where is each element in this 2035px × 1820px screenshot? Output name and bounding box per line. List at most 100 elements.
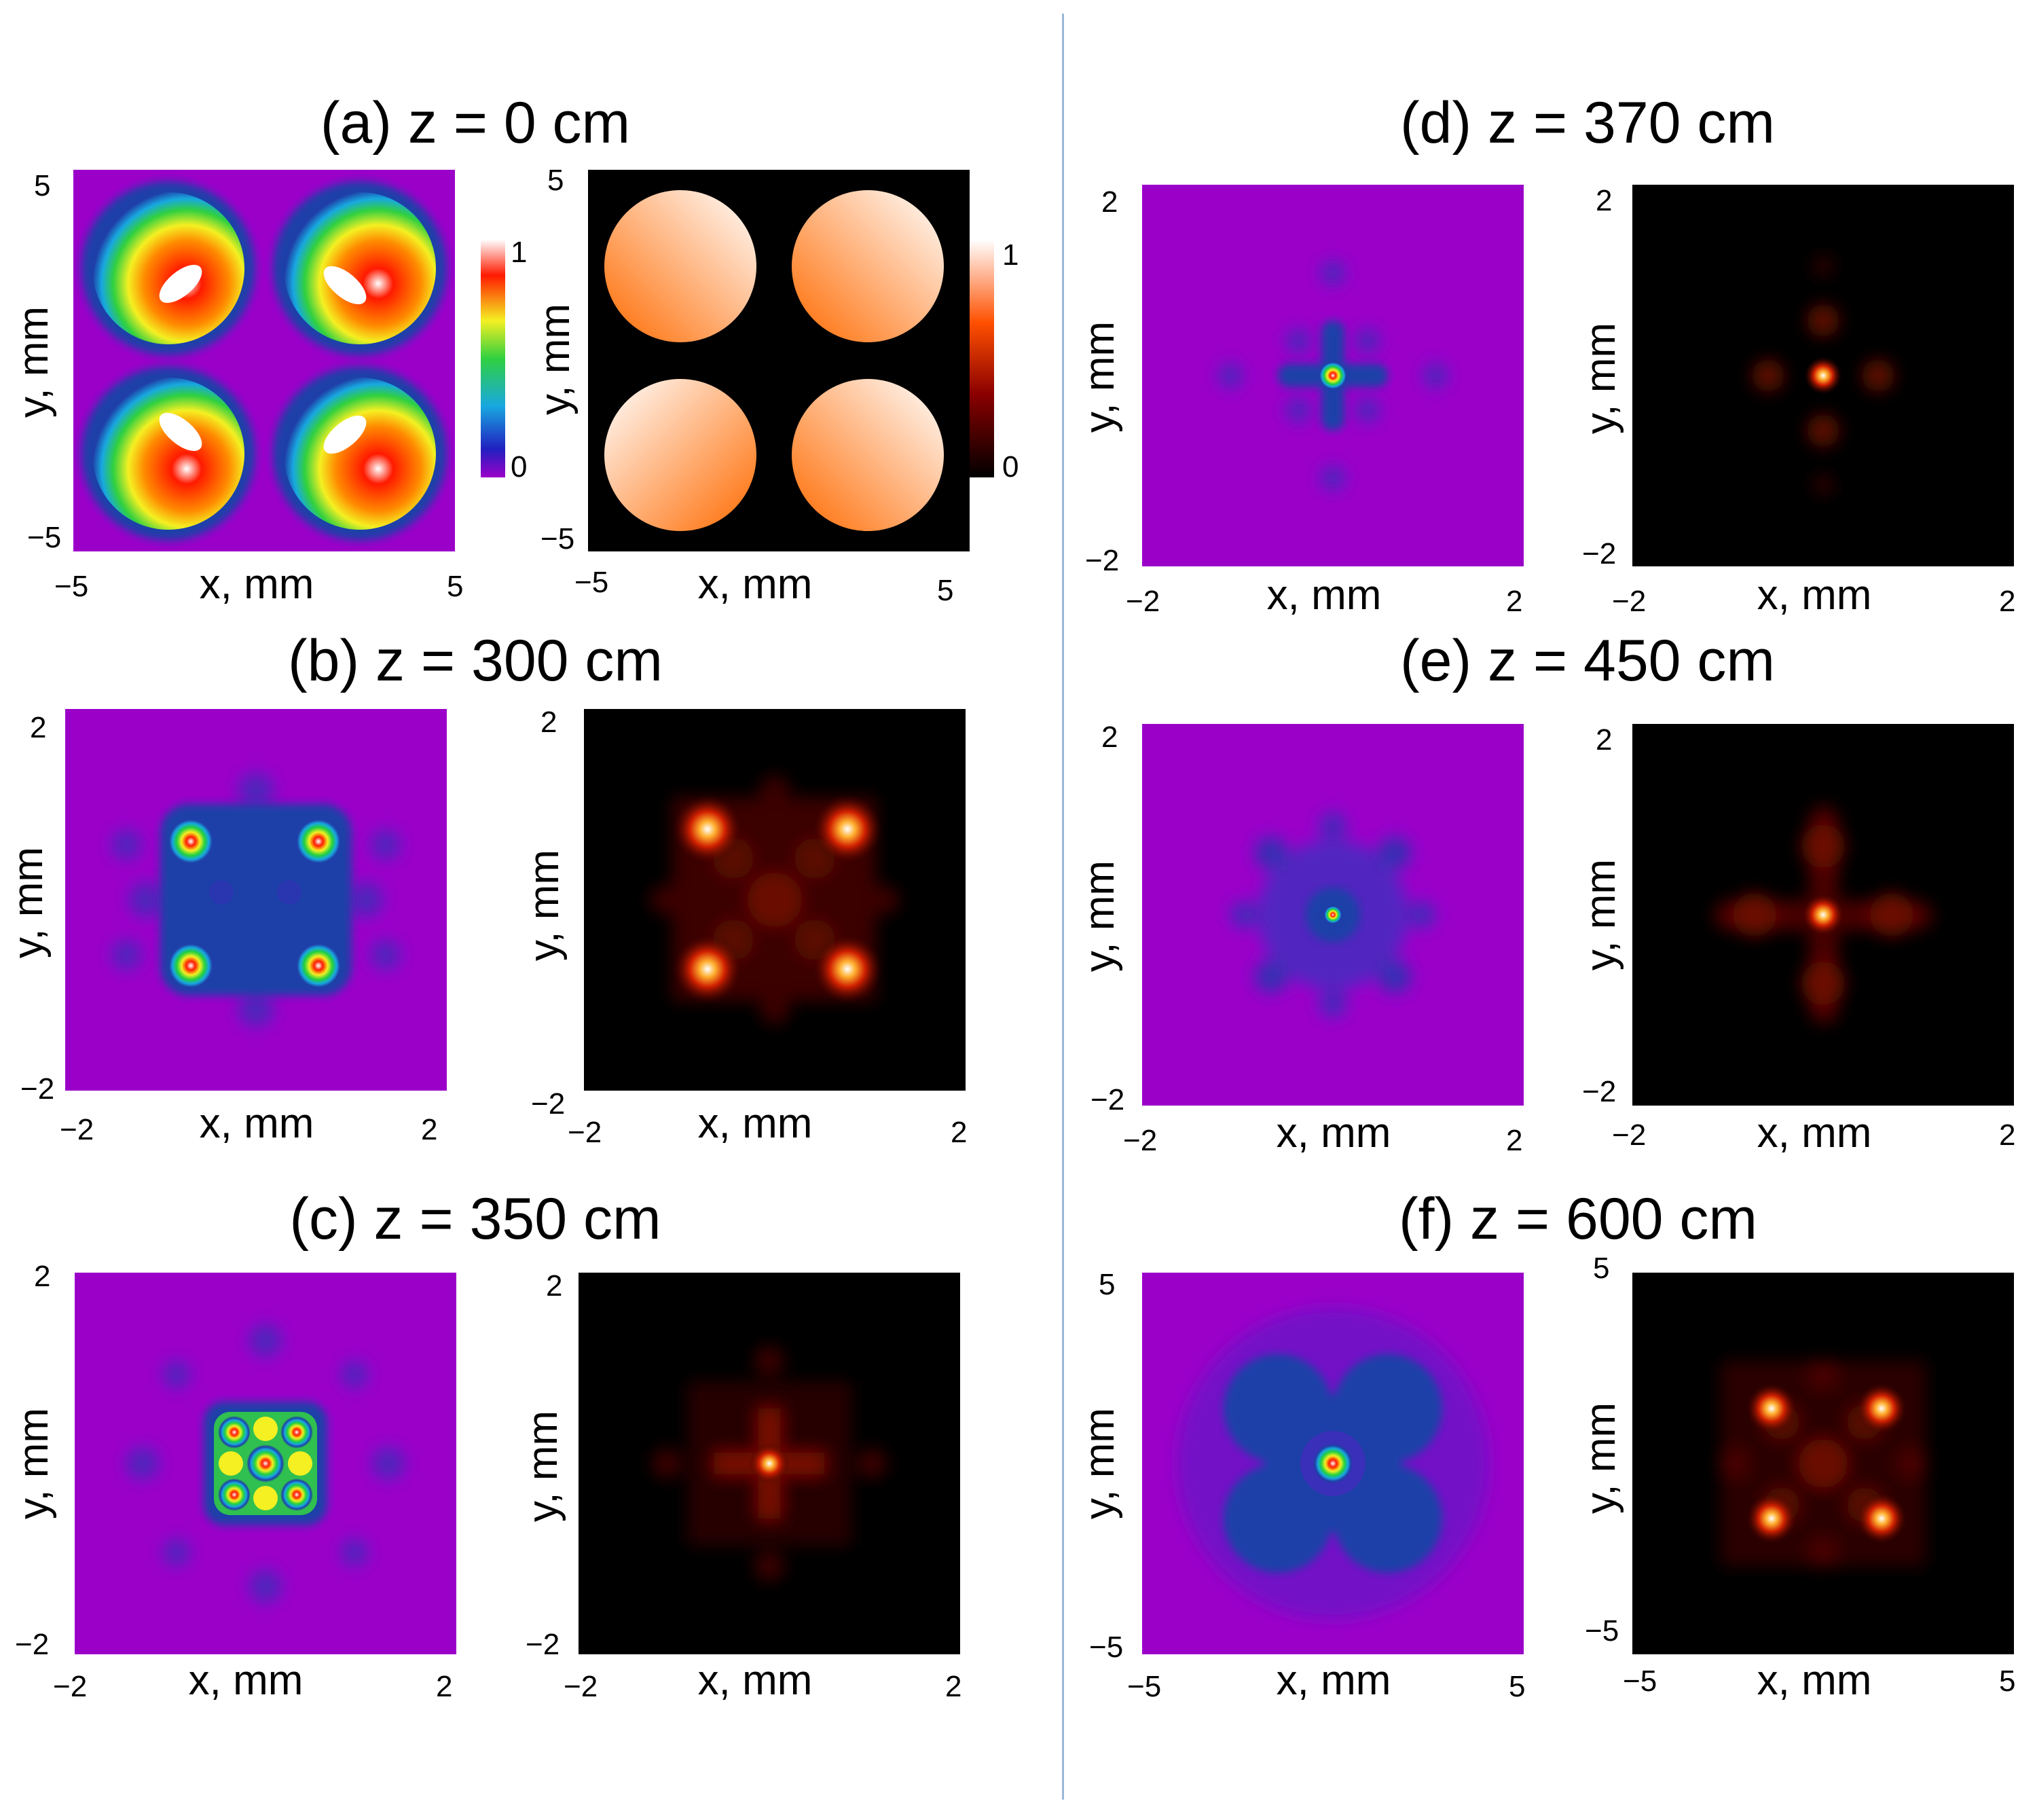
ring-beam-tl — [81, 181, 255, 355]
panel-b-intensity — [65, 709, 447, 1091]
column-divider — [1062, 14, 1064, 1800]
panel-e-hot — [1632, 724, 2014, 1106]
phase-disk-bl — [604, 379, 756, 531]
panel-f-intensity — [1142, 1273, 1524, 1654]
panel-a-ytick-bottom: −5 — [27, 521, 62, 554]
panel-b-hot-xlabel: x, mm — [697, 1100, 813, 1147]
panel-f-ylabel: y, mm — [1076, 1407, 1123, 1520]
panel-a-phase-ytick-bottom: −5 — [540, 522, 575, 556]
panel-e-hot-xlabel: x, mm — [1757, 1110, 1872, 1157]
ring-beam-tr — [273, 181, 447, 355]
panel-d-xtick-left: −2 — [1126, 585, 1160, 618]
panel-f-hot-ylabel: y, mm — [1577, 1402, 1624, 1514]
panel-a-phase-xtick-right: 5 — [937, 574, 954, 607]
phase-disk-tl — [604, 190, 756, 342]
intensity-colorbar-max: 1 — [511, 236, 528, 269]
panel-e-ytick-top: 2 — [1101, 721, 1118, 754]
panel-c-ytick-top: 2 — [34, 1260, 51, 1293]
panel-f-hot-xtick-left: −5 — [1623, 1664, 1657, 1698]
panel-f-xtick-left: −5 — [1127, 1670, 1162, 1703]
panel-c-hot-ylabel: y, mm — [519, 1410, 566, 1523]
panel-d-hot-xtick-left: −2 — [1612, 585, 1647, 618]
panel-c-hot-xlabel: x, mm — [697, 1657, 813, 1704]
panel-d-hot-ytick-bottom: −2 — [1582, 537, 1617, 570]
panel-e-hot-xtick-left: −2 — [1612, 1118, 1647, 1152]
panel-a-intensity — [73, 170, 455, 551]
phase-colorbar — [970, 240, 994, 477]
panel-b-xlabel: x, mm — [199, 1100, 314, 1147]
panel-a-phase-ytick-top: 5 — [547, 164, 564, 197]
panel-e-xtick-left: −2 — [1123, 1124, 1158, 1157]
ring-beam-bl — [81, 367, 255, 541]
panel-b-xtick-right: 2 — [421, 1113, 438, 1146]
panel-a-xtick-left: −5 — [54, 570, 89, 603]
panel-b-ytick-top: 2 — [30, 711, 47, 744]
panel-d-ylabel: y, mm — [1076, 321, 1123, 433]
ring-beam-br — [273, 367, 447, 541]
panel-f-hot-ytick-bottom: −5 — [1585, 1614, 1619, 1648]
panel-b-hot-xtick-left: −2 — [568, 1116, 602, 1149]
panel-e-intensity — [1142, 724, 1524, 1106]
panel-a-phase-ylabel: y, mm — [532, 303, 579, 416]
panel-f-hot-ytick-top: 5 — [1593, 1252, 1610, 1285]
panel-b-hot-ylabel: y, mm — [521, 849, 568, 962]
intensity-colorbar — [481, 240, 505, 477]
panel-b-hot-ytick-bottom: −2 — [531, 1087, 566, 1121]
phase-disk-br — [792, 379, 944, 531]
panel-f-hot — [1632, 1273, 2014, 1654]
panel-c-hot-ytick-top: 2 — [546, 1269, 563, 1303]
panel-a-ylabel: y, mm — [10, 306, 57, 418]
panel-a-phase — [588, 170, 970, 551]
panel-c-xtick-right: 2 — [436, 1670, 453, 1703]
panel-b-ylabel: y, mm — [5, 846, 52, 959]
panel-f-ytick-top: 5 — [1099, 1268, 1116, 1301]
panel-d-ytick-top: 2 — [1101, 185, 1118, 219]
panel-f-ytick-bottom: −5 — [1089, 1631, 1124, 1664]
panel-c-hot-xtick-right: 2 — [945, 1670, 962, 1703]
panel-a-ytick-top: 5 — [34, 169, 51, 202]
panel-c-hot — [579, 1273, 960, 1654]
panel-e-xlabel: x, mm — [1276, 1110, 1391, 1157]
panel-a-xtick-right: 5 — [447, 570, 464, 603]
panel-e-hot-ytick-top: 2 — [1596, 723, 1613, 757]
panel-d-hot-ytick-top: 2 — [1596, 184, 1613, 217]
panel-b-hot-ytick-top: 2 — [540, 706, 557, 739]
panel-c-ylabel: y, mm — [10, 1407, 57, 1520]
panel-f-title: (f) z = 600 cm — [1398, 1186, 1758, 1252]
panel-f-xlabel: x, mm — [1276, 1657, 1391, 1704]
panel-c-xlabel: x, mm — [188, 1657, 304, 1704]
panel-b-xtick-left: −2 — [60, 1113, 94, 1146]
panel-c-title: (c) z = 350 cm — [289, 1186, 661, 1252]
phase-colorbar-max: 1 — [1002, 238, 1019, 272]
panel-c-xtick-left: −2 — [53, 1670, 88, 1703]
phase-disk-tr — [792, 190, 944, 342]
panel-e-ylabel: y, mm — [1076, 860, 1123, 972]
panel-d-title: (d) z = 370 cm — [1399, 90, 1776, 156]
panel-b-title: (b) z = 300 cm — [287, 628, 663, 693]
panel-c-ytick-bottom: −2 — [15, 1628, 50, 1661]
panel-e-hot-ylabel: y, mm — [1577, 858, 1624, 971]
panel-a-phase-xtick-left: −5 — [574, 566, 609, 599]
panel-b-hot-xtick-right: 2 — [951, 1116, 968, 1149]
panel-d-hot-xtick-right: 2 — [1999, 585, 2016, 618]
intensity-colorbar-min: 0 — [511, 450, 528, 484]
panel-c-intensity — [75, 1273, 456, 1654]
panel-f-xtick-right: 5 — [1509, 1670, 1526, 1703]
panel-d-hot — [1632, 185, 2014, 566]
panel-c-hot-xtick-left: −2 — [564, 1670, 598, 1703]
panel-e-hot-xtick-right: 2 — [1999, 1118, 2016, 1152]
panel-f-hot-xlabel: x, mm — [1757, 1657, 1872, 1704]
panel-c-hot-ytick-bottom: −2 — [526, 1628, 560, 1661]
panel-e-xtick-right: 2 — [1506, 1124, 1523, 1157]
panel-b-hot — [584, 709, 966, 1091]
panel-f-hot-xtick-right: 5 — [1999, 1664, 2016, 1698]
panel-d-hot-ylabel: y, mm — [1577, 322, 1624, 435]
panel-d-ytick-bottom: −2 — [1085, 544, 1120, 577]
panel-a-xlabel: x, mm — [199, 561, 314, 608]
panel-e-ytick-bottom: −2 — [1090, 1083, 1125, 1116]
panel-d-xtick-right: 2 — [1506, 585, 1523, 618]
panel-d-intensity — [1142, 185, 1524, 566]
phase-colorbar-min: 0 — [1002, 450, 1019, 484]
panel-e-title: (e) z = 450 cm — [1399, 628, 1776, 693]
panel-d-hot-xlabel: x, mm — [1757, 572, 1872, 619]
